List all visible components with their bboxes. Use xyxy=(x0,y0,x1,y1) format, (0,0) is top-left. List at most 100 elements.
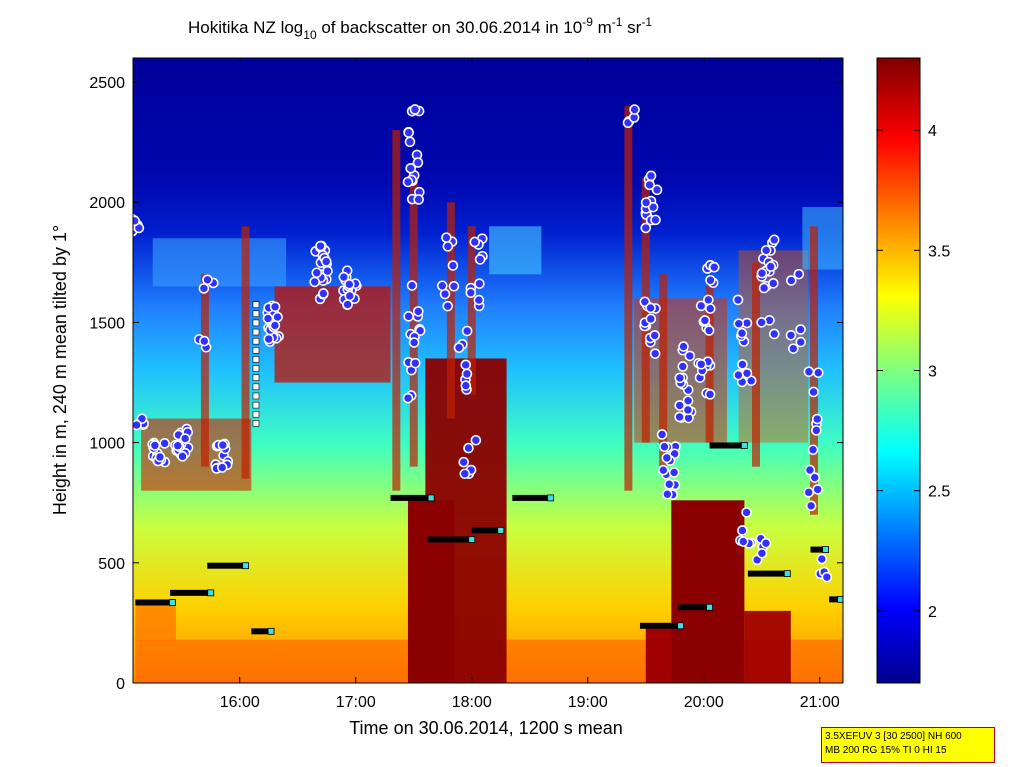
cloud-marker xyxy=(678,341,689,352)
cloud-markers xyxy=(133,104,833,583)
cloud-marker xyxy=(741,367,753,379)
cloud-marker xyxy=(821,571,833,583)
cloud-base-endpoint xyxy=(740,442,748,449)
y-tick-label: 1500 xyxy=(89,315,125,332)
cloud-marker xyxy=(657,464,669,476)
backscatter-patch xyxy=(152,238,287,287)
cloud-marker xyxy=(651,184,663,196)
backscatter-streak xyxy=(624,106,633,491)
cloud-marker xyxy=(402,392,414,404)
y-axis: 0 500 1000 1500 2000 2500 xyxy=(89,75,843,693)
cloud-base-endpoint xyxy=(837,595,843,603)
cloud-marker xyxy=(765,261,777,272)
colorbar-ticks: 2 2.5 3 3.5 4 xyxy=(877,123,950,621)
cloud-marker xyxy=(447,260,459,271)
cloud-base-endpoint xyxy=(242,562,249,570)
x-tick-label: 16:00 xyxy=(220,694,260,711)
cloud-marker xyxy=(663,478,675,490)
cloud-marker xyxy=(760,245,772,256)
cloud-marker xyxy=(695,300,707,312)
cloud-base-endpoint xyxy=(267,627,275,635)
cloud-marker xyxy=(737,525,748,536)
cloud-marker xyxy=(412,157,424,168)
cloud-marker xyxy=(460,380,472,391)
cloud-base-line xyxy=(512,494,551,501)
cloud-base-line xyxy=(427,536,472,543)
cloud-marker xyxy=(640,197,652,208)
cloud-marker xyxy=(811,425,822,436)
cloud-marker xyxy=(809,472,821,483)
backscatter-streak xyxy=(392,130,401,491)
colorbar: 2 2.5 3 3.5 4 xyxy=(876,57,950,684)
cloud-marker xyxy=(403,311,414,322)
backscatter-patch xyxy=(489,226,542,275)
cloud-marker xyxy=(154,451,166,463)
cloud-marker xyxy=(461,325,473,337)
cloud-marker xyxy=(473,294,485,306)
cloud-square-marker xyxy=(252,410,260,418)
cloud-marker xyxy=(733,369,744,381)
cloud-square-marker xyxy=(252,310,260,318)
backscatter-streak xyxy=(241,226,250,479)
cloud-marker xyxy=(805,500,817,512)
cloud-marker xyxy=(179,433,191,444)
cloud-marker xyxy=(662,488,673,500)
cloud-square-marker xyxy=(252,301,260,308)
y-tick-label: 0 xyxy=(116,676,125,693)
cloud-marker xyxy=(458,456,470,468)
backscatter-patch xyxy=(744,610,791,683)
cloud-base-endpoint xyxy=(822,546,829,553)
cloud-marker xyxy=(645,170,657,182)
cloud-base-endpoint xyxy=(207,589,215,597)
cloud-marker xyxy=(344,279,355,290)
cloud-marker xyxy=(469,236,481,248)
cloud-marker xyxy=(453,342,465,353)
cloud-marker xyxy=(318,288,329,299)
cloud-marker xyxy=(793,268,805,280)
cloud-marker xyxy=(682,395,694,406)
cloud-marker xyxy=(315,240,326,252)
cloud-marker xyxy=(474,278,485,289)
cloud-base-segments xyxy=(135,442,843,635)
cloud-marker xyxy=(403,127,414,138)
cloud-base-line xyxy=(639,622,681,629)
cloud-marker xyxy=(645,302,656,314)
backscatter-streak xyxy=(200,274,209,467)
cloud-marker xyxy=(263,333,275,345)
cloud-marker xyxy=(705,274,716,286)
cloud-marker xyxy=(736,327,748,339)
cloud-marker xyxy=(216,462,228,473)
cloud-marker xyxy=(785,330,797,341)
cloud-marker xyxy=(677,361,689,372)
cloud-marker xyxy=(463,442,474,454)
cloud-marker xyxy=(795,324,806,335)
cloud-marker xyxy=(803,487,815,498)
cloud-square-marker xyxy=(252,347,260,354)
cloud-marker xyxy=(674,411,685,423)
cloud-marker xyxy=(133,215,140,227)
cloud-marker xyxy=(474,254,486,265)
cloud-marker xyxy=(159,438,170,449)
cloud-marker xyxy=(756,267,768,279)
cloud-marker xyxy=(177,451,188,462)
cloud-marker xyxy=(704,389,716,400)
cloud-marker xyxy=(674,400,685,411)
cloud-marker xyxy=(442,300,454,312)
cloud-marker xyxy=(811,413,823,425)
cloud-marker xyxy=(461,368,473,380)
colorbar-gradient xyxy=(876,57,921,684)
cloud-marker xyxy=(406,280,418,291)
cloud-square-marker xyxy=(252,374,260,382)
y-axis-label: Height in m, 240 m mean tilted by 1° xyxy=(50,225,70,515)
cloud-base-line xyxy=(471,527,501,534)
cloud-base-endpoint xyxy=(677,622,684,630)
colorbar-tick-label: 2 xyxy=(928,604,937,621)
cloud-marker xyxy=(459,468,471,480)
cloud-marker xyxy=(460,359,472,371)
cloud-marker xyxy=(812,484,823,495)
cloud-marker xyxy=(309,276,321,288)
cloud-marker xyxy=(409,104,421,115)
cloud-marker xyxy=(785,275,797,286)
cloud-base-endpoint xyxy=(468,536,476,543)
